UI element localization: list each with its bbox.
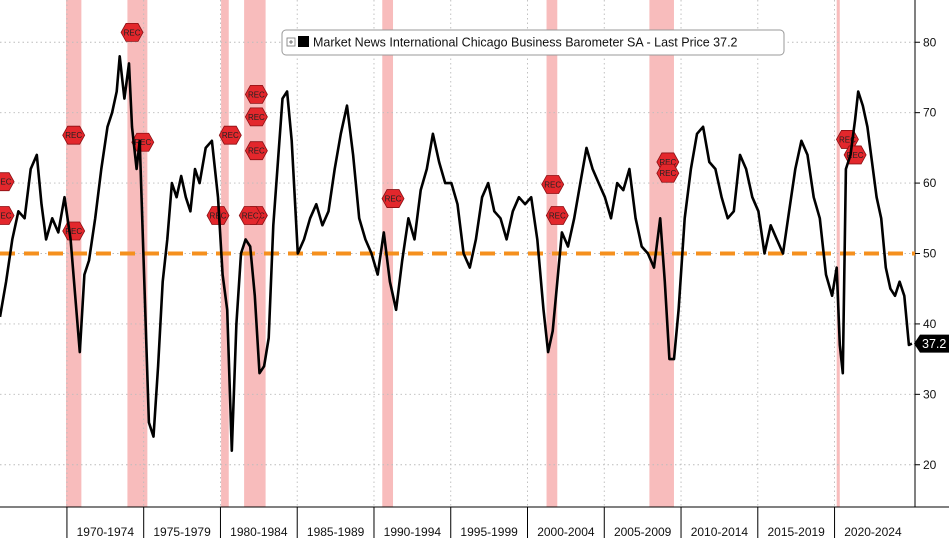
x-period-label-5: 1995-1999 (460, 525, 518, 538)
rec-marker-label-14: REC (544, 180, 561, 189)
x-period-label-10: 2020-2024 (844, 525, 902, 538)
x-ticks: 1970-1974 1975-1979 1980-1984 1985-1989 1990… (66, 507, 902, 538)
x-period-label-0: 1970-1974 (77, 525, 135, 538)
recession-band-5 (546, 0, 558, 507)
rec-marker-4 (120, 22, 144, 42)
rec-marker-label-8: REC (248, 90, 265, 99)
x-period-label-1: 1975-1979 (153, 525, 211, 538)
rec-marker-label-15: REC (549, 211, 566, 220)
rec-marker-label-7: REC (222, 131, 239, 140)
x-period-label-3: 1985-1989 (307, 525, 365, 538)
rec-marker-13 (381, 189, 405, 208)
rec-marker-9 (244, 107, 268, 127)
rec-marker-label-11: REC (242, 211, 259, 220)
y-tick-label-50: 50 (923, 247, 937, 261)
rec-marker-8 (244, 84, 268, 104)
rec-marker-label-19: REC (847, 151, 864, 160)
x-period-label-8: 2010-2014 (691, 525, 749, 538)
rec-marker-label-4: REC (124, 28, 141, 37)
x-period-label-7: 2005-2009 (614, 525, 672, 538)
y-tick-label-30: 30 (923, 387, 937, 401)
series-line (0, 55, 913, 452)
rec-marker-2 (62, 125, 86, 145)
rec-marker-15 (545, 206, 569, 225)
rec-marker-label-2: REC (65, 131, 82, 140)
rec-marker-label-5: REC (134, 138, 151, 147)
x-period-label-4: 1990-1994 (384, 525, 442, 538)
rec-marker-11 (238, 206, 262, 225)
y-tick-label-60: 60 (923, 176, 937, 190)
last-price-value: 37.2 (922, 337, 946, 351)
rec-marker-label-16: REC (659, 158, 676, 167)
x-period-label-9: 2015-2019 (767, 525, 825, 538)
legend[interactable]: Market News International Chicago Busine… (281, 29, 785, 56)
rec-marker-12 (244, 141, 268, 161)
rec-marker-5 (131, 132, 155, 152)
last-price-badge: 37.2 (914, 334, 949, 353)
x-period-label-2: 1980-1984 (230, 525, 288, 538)
rec-marker-label-0: REC (0, 178, 12, 187)
last-price-badge-shape (914, 334, 949, 353)
rec-marker-label-9: REC (248, 113, 265, 122)
rec-marker-1 (0, 206, 15, 225)
y-tick-label-20: 20 (923, 458, 937, 472)
x-period-label-6: 2000-2004 (537, 525, 595, 538)
rec-marker-label-13: REC (385, 195, 402, 204)
legend-swatch (298, 36, 309, 47)
rec-marker-label-3: REC (65, 227, 82, 236)
y-ticks: 20 30 40 50 60 70 80 (915, 35, 937, 472)
y-tick-label-40: 40 (923, 317, 937, 331)
y-tick-label-80: 80 (923, 35, 937, 49)
rec-marker-label-12: REC (248, 147, 265, 156)
rec-marker-label-17: REC (659, 169, 676, 178)
legend-box (281, 29, 785, 56)
rec-markers-layer: REC REC REC REC REC REC REC REC REC REC REC REC REC R… (0, 22, 867, 241)
rec-marker-17 (656, 163, 680, 183)
rec-marker-7 (218, 125, 242, 145)
rec-marker-14 (541, 175, 565, 194)
y-tick-label-70: 70 (923, 106, 937, 120)
rec-marker-label-18: REC (839, 135, 856, 144)
rec-marker-0 (0, 172, 15, 192)
legend-label: Market News International Chicago Busine… (313, 36, 738, 50)
rec-marker-label-1: REC (0, 211, 12, 220)
